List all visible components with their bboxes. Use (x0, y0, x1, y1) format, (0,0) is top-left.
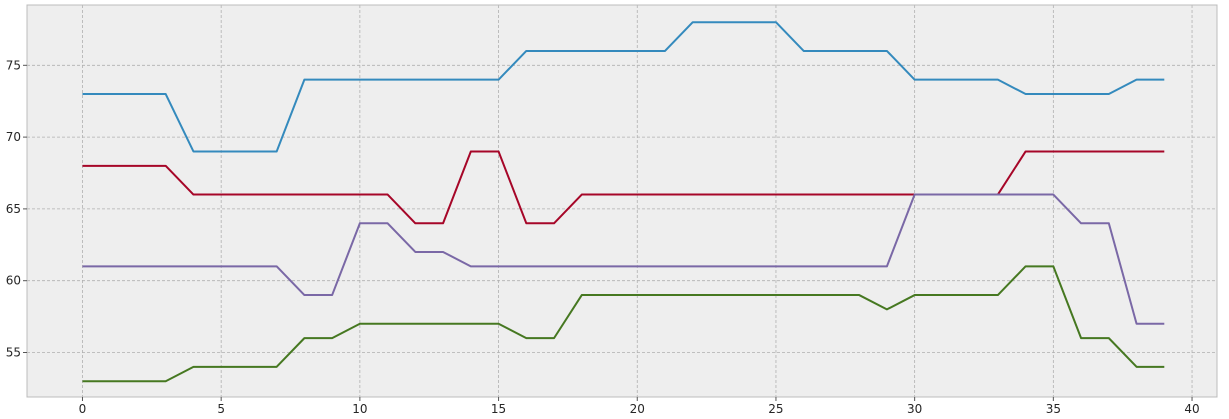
y-tick-label: 60 (6, 274, 21, 288)
x-tick-label: 0 (79, 402, 87, 416)
series-line-1 (82, 21, 1165, 153)
y-tick-label: 65 (6, 202, 21, 216)
y-tick-label: 70 (6, 130, 21, 144)
x-tick-label: 15 (491, 402, 506, 416)
grid-lines (27, 5, 1217, 397)
x-tick-label: 40 (1184, 402, 1199, 416)
y-tick-label: 75 (6, 58, 21, 72)
series-line-3 (82, 193, 1165, 325)
x-axis-ticks: 0 5 10 15 20 25 30 35 40 (79, 397, 1200, 416)
x-tick-label: 10 (352, 402, 367, 416)
x-tick-label: 20 (630, 402, 645, 416)
x-tick-label: 30 (907, 402, 922, 416)
x-tick-label: 25 (768, 402, 783, 416)
y-tick-label: 55 (6, 345, 21, 359)
y-axis-ticks: 55 60 65 70 75 (6, 58, 27, 359)
x-tick-label: 35 (1046, 402, 1061, 416)
x-tick-label: 5 (217, 402, 225, 416)
plot-frame (26, 4, 1218, 398)
plot-area (27, 5, 1217, 397)
series-line-4 (82, 265, 1165, 383)
series-layer (82, 21, 1165, 383)
